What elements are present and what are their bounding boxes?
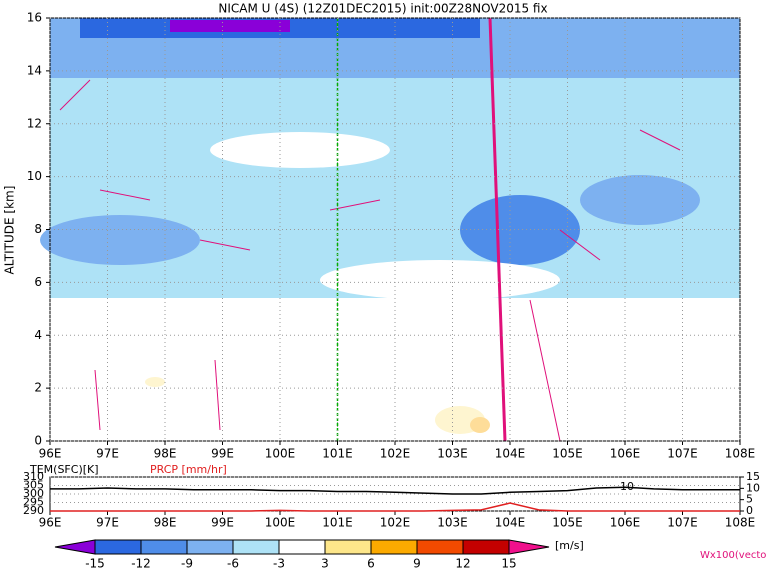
x-tick-label: 102E (380, 516, 411, 530)
y2-tick-label: 5 (746, 493, 753, 506)
x-tick-label: 104E (495, 516, 526, 530)
colorbar-label: -9 (181, 557, 193, 571)
x-tick-label: 101E (322, 516, 353, 530)
wind-vector (199, 239, 251, 251)
x-tick-label: 97E (96, 447, 119, 461)
colorbar-cell (324, 539, 372, 555)
y-tick-label: 0 (34, 434, 42, 448)
x-tick-label: 105E (552, 516, 583, 530)
colorbar-end (54, 539, 96, 555)
x-tick-label: 106E (610, 516, 641, 530)
colorbar-label: -12 (131, 557, 151, 571)
colorbar-cell (94, 539, 142, 555)
wind-vector (94, 369, 101, 431)
colorbar-cell (140, 539, 188, 555)
wind-vector (488, 17, 507, 442)
x-tick-label: 99E (211, 516, 234, 530)
x-tick-label: 103E (437, 516, 468, 530)
colorbar-cell (186, 539, 234, 555)
y-tick-label: 310 (23, 470, 44, 483)
y-tick-label: 305 (23, 479, 44, 492)
colorbar-unit: [m/s] (555, 539, 584, 552)
field-patch (460, 195, 580, 265)
x-tick-label: 103E (437, 447, 468, 461)
x-tick-label: 106E (610, 447, 641, 461)
y2-tick-label: 10 (746, 481, 760, 494)
x-tick-label: 107E (667, 447, 698, 461)
series-line (50, 502, 740, 512)
y-tick-label: 6 (34, 275, 42, 289)
colorbar-label: 6 (367, 557, 375, 571)
colorbar-cell (232, 539, 280, 555)
wind-vector (214, 359, 221, 431)
series-line (50, 486, 740, 495)
y2-tick-label: 0 (746, 504, 753, 517)
chart-title: NICAM U (4S) (12Z01DEC2015) init:00Z28NO… (218, 2, 547, 16)
wind-vector (529, 299, 561, 442)
x-tick-label: 97E (96, 516, 119, 530)
field-patch (580, 175, 700, 225)
y-tick-label: 2 (34, 381, 42, 395)
x-tick-label: 104E (495, 447, 526, 461)
y2-tick-label: 15 (746, 470, 760, 483)
field-patch (40, 215, 200, 265)
wind-vector (639, 129, 681, 151)
x-tick-label: 100E (265, 447, 296, 461)
x-tick-label: 98E (154, 516, 177, 530)
field-patch (320, 260, 560, 300)
wind-vector (99, 189, 151, 201)
colorbar-end (508, 539, 550, 555)
bottom-ylabel: TEM(SFC)[K] (29, 463, 99, 476)
y-tick-label: 8 (34, 222, 42, 236)
colorbar-label: 15 (501, 557, 516, 571)
y-tick-label: 300 (23, 487, 44, 500)
x-tick-label: 101E (322, 447, 353, 461)
colorbar-cell (462, 539, 510, 555)
wind-vector (329, 199, 381, 211)
y-axis-label: ALTITUDE [km] (3, 186, 17, 275)
x-tick-label: 96E (39, 516, 62, 530)
y-tick-label: 12 (27, 116, 42, 130)
x-tick-label: 99E (211, 447, 234, 461)
y-tick-label: 4 (34, 328, 42, 342)
x-tick-label: 105E (552, 447, 583, 461)
colorbar-label: -15 (85, 557, 105, 571)
field-patch (170, 20, 290, 32)
colorbar-cell (416, 539, 464, 555)
colorbar-cell (370, 539, 418, 555)
x-tick-label: 98E (154, 447, 177, 461)
x-tick-label: 108E (725, 516, 756, 530)
field-patch (210, 132, 390, 168)
y-tick-label: 290 (23, 504, 44, 517)
annotation: 10 (620, 480, 634, 493)
x-tick-label: 107E (667, 516, 698, 530)
y-tick-label: 14 (27, 63, 42, 77)
y-tick-label: 16 (27, 11, 42, 25)
colorbar-label: 12 (455, 557, 470, 571)
x-tick-label: 102E (380, 447, 411, 461)
bottom-y2label: PRCP [mm/hr] (150, 463, 227, 476)
wind-vector (559, 229, 601, 261)
colorbar-label: -3 (273, 557, 285, 571)
colorbar-label: 9 (413, 557, 421, 571)
vectors (59, 17, 681, 442)
wind-vector (59, 79, 91, 111)
colorbar-label: -6 (227, 557, 239, 571)
x-tick-label: 108E (725, 447, 756, 461)
colorbar-label: 3 (321, 557, 329, 571)
y-tick-label: 10 (27, 169, 42, 183)
x-tick-label: 100E (265, 516, 296, 530)
colorbar-cell (278, 539, 326, 555)
vector-label: Wx100(vector) (700, 550, 767, 561)
y-tick-label: 295 (23, 496, 44, 509)
x-tick-label: 96E (39, 447, 62, 461)
